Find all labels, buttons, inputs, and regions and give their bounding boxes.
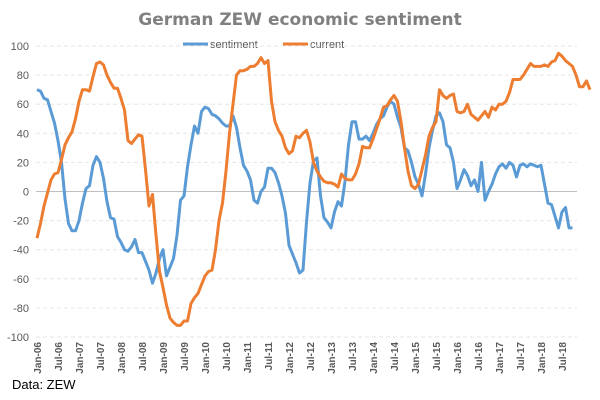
- x-tick-label: Jan-14: [369, 342, 380, 374]
- x-tick-label: Jan-13: [327, 342, 338, 374]
- y-tick-label: 100: [11, 41, 29, 53]
- y-tick-label: -100: [7, 332, 29, 344]
- x-axis: Jan-06 Jul-06 Jan-07 Jul-07 Jan-08 Jul-08 Jan-…: [33, 342, 569, 374]
- chart-title: German ZEW economic sentiment: [138, 10, 461, 30]
- x-tick-label: Jul-09: [180, 342, 191, 371]
- y-tick-label: 80: [17, 70, 29, 82]
- x-tick-label: Jul-07: [96, 342, 107, 371]
- x-tick-label: Jul-10: [222, 342, 233, 371]
- x-tick-label: Jul-16: [474, 342, 485, 371]
- legend-label-current: current: [310, 39, 344, 51]
- x-tick-label: Jul-08: [138, 342, 149, 371]
- x-tick-label: Jul-15: [432, 342, 443, 371]
- x-tick-label: Jul-13: [348, 342, 359, 371]
- y-tick-label: -40: [13, 245, 29, 257]
- series-line-sentiment: [36, 88, 573, 285]
- x-tick-label: Jan-17: [495, 342, 506, 374]
- x-tick-label: Jan-16: [453, 342, 464, 374]
- x-tick-label: Jan-07: [75, 342, 86, 374]
- legend: sentiment current: [183, 39, 344, 51]
- x-tick-label: Jul-11: [264, 342, 275, 371]
- x-tick-label: Jan-10: [201, 342, 212, 374]
- y-tick-label: -80: [13, 303, 29, 315]
- series-line-current: [35, 51, 592, 327]
- y-tick-label: 60: [17, 99, 29, 111]
- legend-label-sentiment: sentiment: [210, 39, 258, 51]
- source-note: Data: ZEW: [12, 377, 76, 392]
- y-axis: 100 80 60 40 20 0 -20 -40 -60 -80 -100: [7, 41, 29, 344]
- y-tick-label: 40: [17, 128, 29, 140]
- y-tick-label: -20: [13, 216, 29, 228]
- x-tick-label: Jan-09: [159, 342, 170, 374]
- x-tick-label: Jan-11: [243, 342, 254, 374]
- x-tick-label: Jul-18: [558, 342, 569, 371]
- x-tick-label: Jul-12: [306, 342, 317, 371]
- x-tick-label: Jan-18: [537, 342, 548, 374]
- x-tick-label: Jan-06: [33, 342, 44, 374]
- y-tick-label: 20: [17, 157, 29, 169]
- gridlines: [36, 45, 577, 338]
- x-tick-label: Jan-08: [117, 342, 128, 374]
- x-tick-label: Jul-14: [390, 342, 401, 371]
- x-tick-label: Jan-15: [411, 342, 422, 374]
- x-tick-label: Jul-06: [54, 342, 65, 371]
- series-lines: [35, 51, 592, 327]
- y-tick-label: -60: [13, 274, 29, 286]
- x-tick-label: Jul-17: [516, 342, 527, 371]
- x-tick-label: Jan-12: [285, 342, 296, 374]
- y-tick-label: 0: [23, 187, 29, 199]
